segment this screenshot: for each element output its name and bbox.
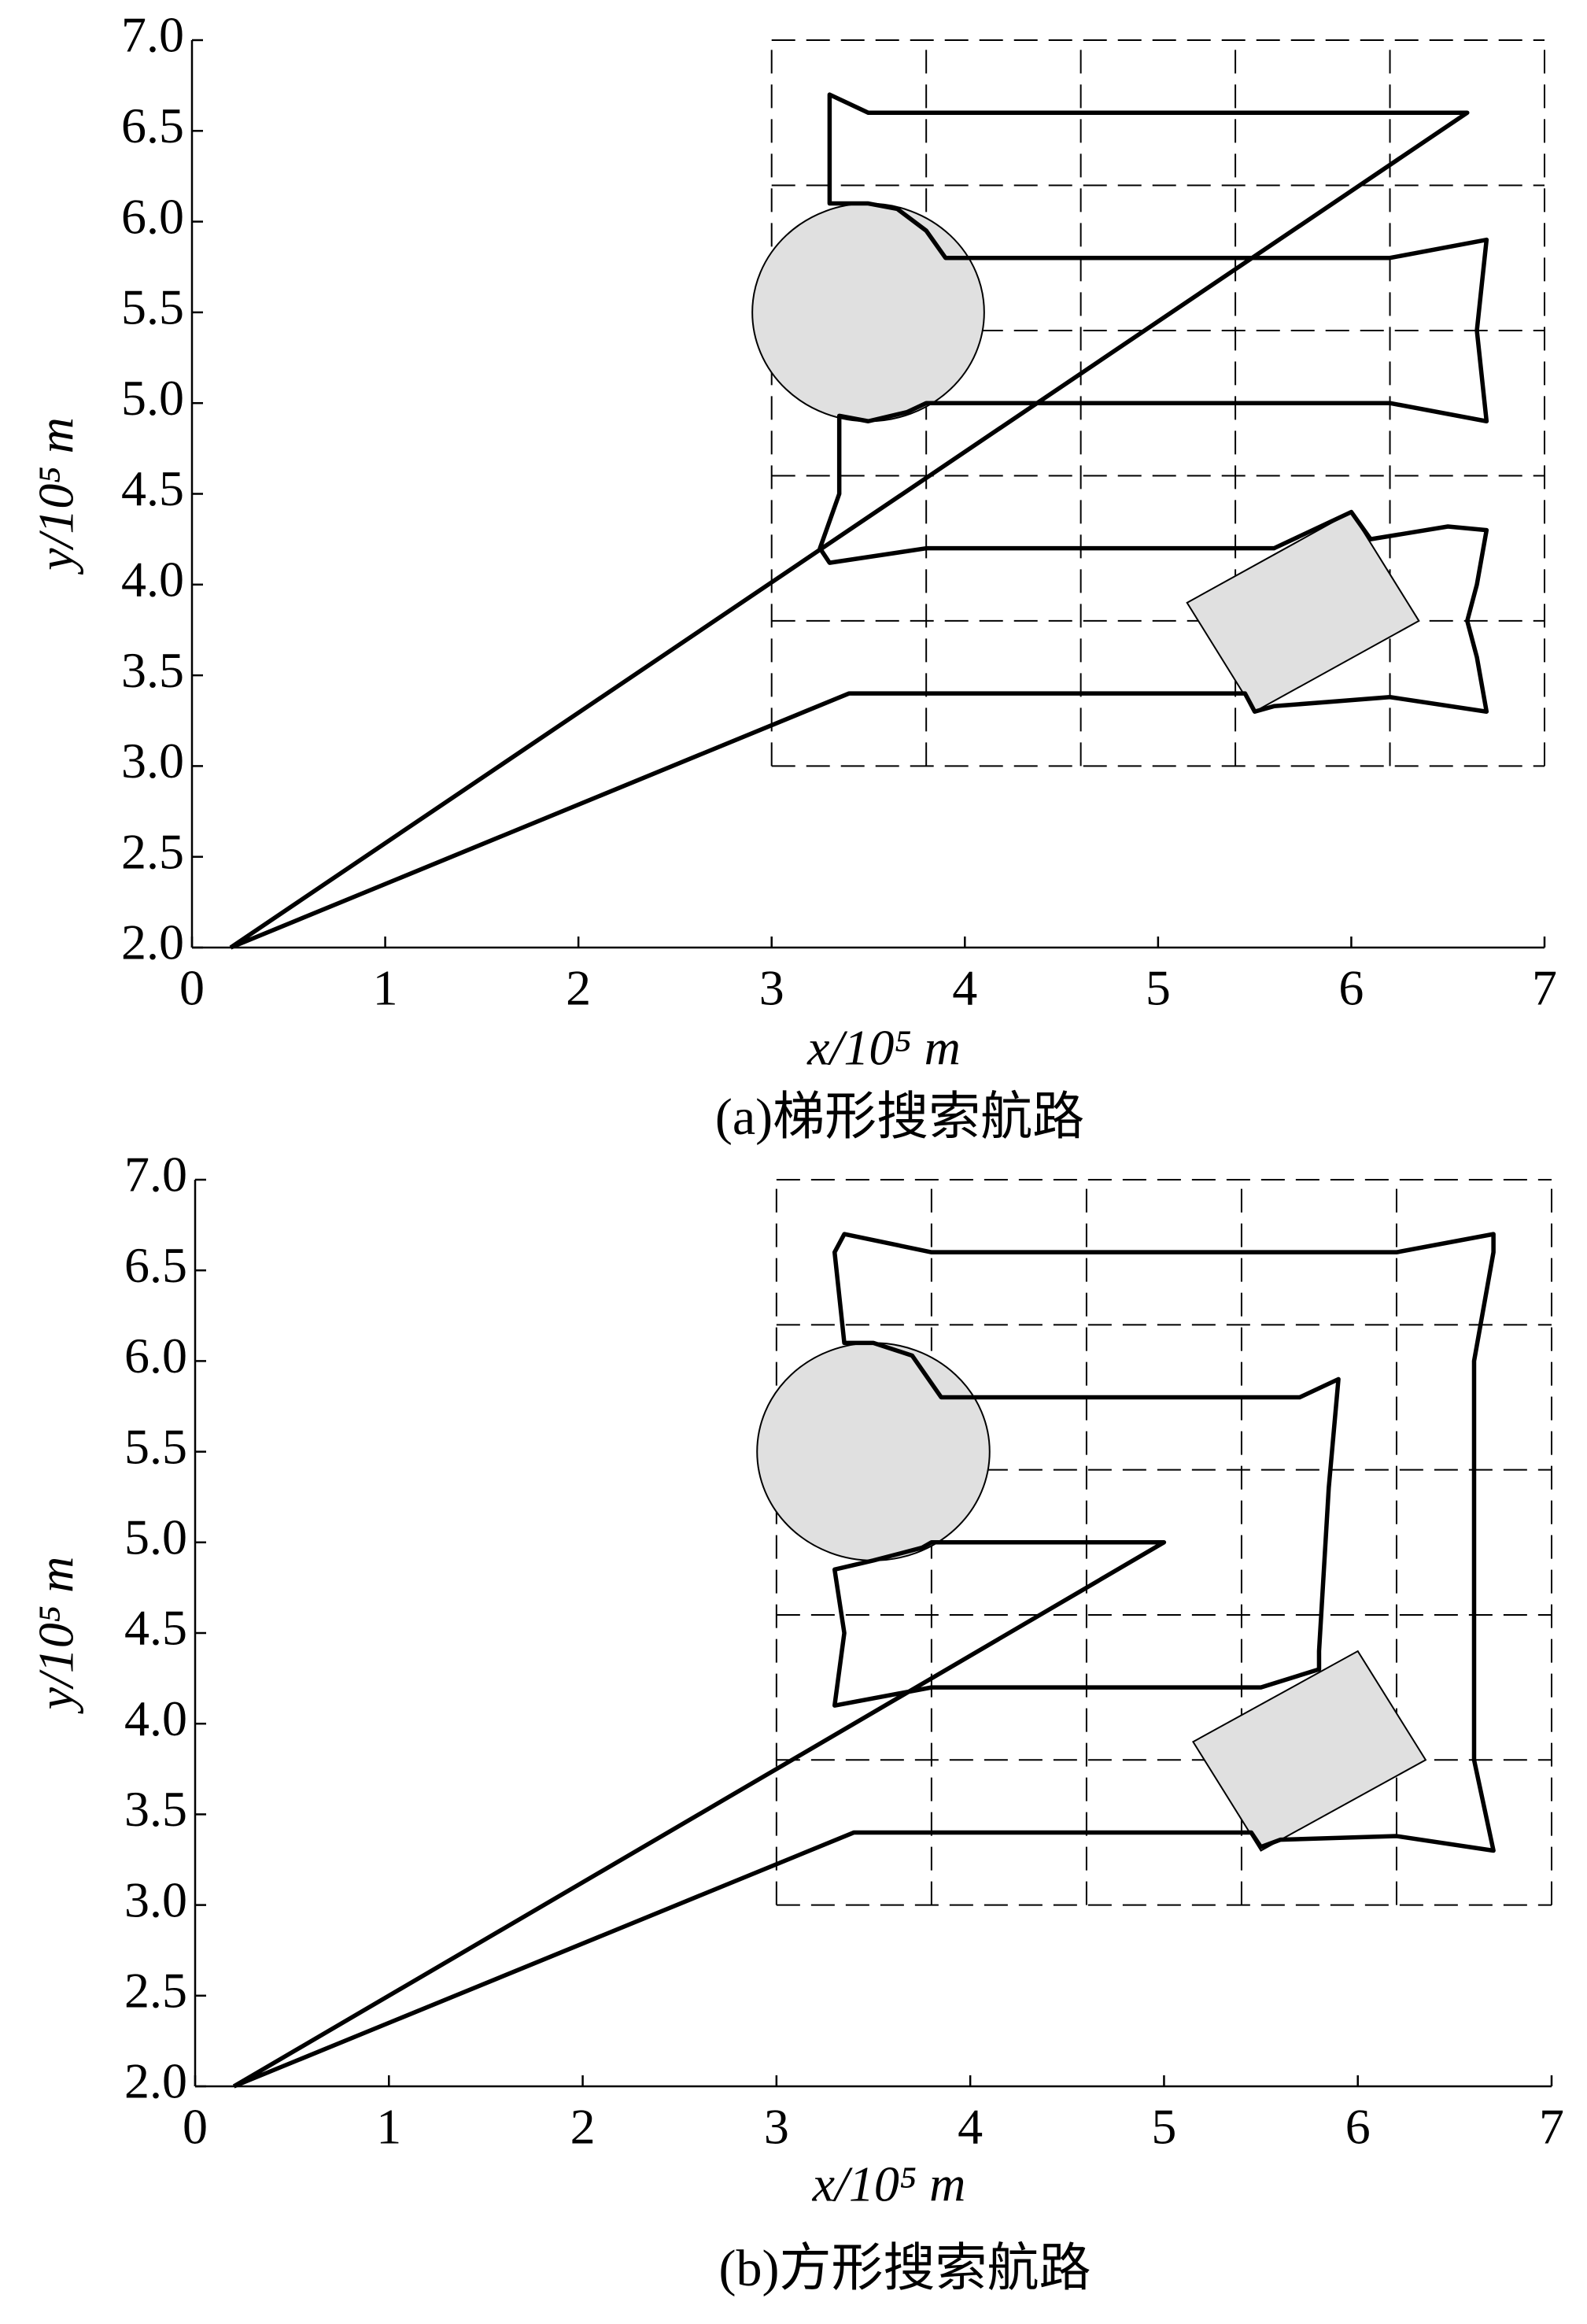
rect-obstacle (1186, 511, 1420, 713)
y-tick-label: 6.0 (124, 1328, 187, 1384)
x-axis-label: x/10⁵ m (812, 2156, 966, 2212)
x-tick-label: 2 (570, 2099, 596, 2155)
route (232, 1232, 1496, 2089)
y-tick-label: 3.5 (121, 642, 184, 698)
y-tick-label: 3.5 (124, 1781, 187, 1837)
x-tick-label: 0 (179, 960, 205, 1016)
y-tick-label: 5.5 (121, 279, 184, 335)
y-axis-label: y/10⁵ m (28, 417, 84, 575)
y-tick-label: 7.0 (121, 7, 184, 63)
x-tick-label: 7 (1539, 2099, 1564, 2155)
rect-obstacle (1191, 1650, 1427, 1852)
x-tick-label: 6 (1345, 2099, 1371, 2155)
x-tick-label: 1 (373, 960, 398, 1016)
x-tick-label: 3 (759, 960, 784, 1016)
y-tick-label: 2.5 (121, 823, 184, 879)
x-tick-label: 1 (376, 2099, 401, 2155)
y-tick-label: 4.0 (121, 551, 184, 607)
caption: (b)方形搜索航路 (719, 2240, 1091, 2297)
y-tick-label: 6.5 (121, 98, 184, 153)
x-tick-label: 7 (1532, 960, 1557, 1016)
y-tick-label: 4.5 (121, 460, 184, 516)
y-tick-label: 3.0 (121, 733, 184, 789)
y-tick-label: 6.5 (124, 1237, 187, 1293)
y-tick-label: 2.0 (124, 2053, 187, 2109)
y-tick-label: 2.0 (121, 914, 184, 970)
x-tick-label: 5 (1151, 2099, 1176, 2155)
x-tick-label: 5 (1146, 960, 1171, 1016)
y-tick-label: 4.0 (124, 1690, 187, 1746)
y-tick-label: 6.0 (121, 188, 184, 244)
route (229, 92, 1489, 950)
circle-obstacle (751, 202, 985, 423)
y-tick-label: 5.5 (124, 1418, 187, 1474)
x-tick-label: 4 (952, 960, 977, 1016)
x-tick-label: 6 (1338, 960, 1364, 1016)
x-tick-label: 3 (764, 2099, 789, 2155)
y-axis-label: y/10⁵ m (28, 1557, 84, 1715)
x-axis-label: x/10⁵ m (806, 1020, 961, 1076)
x-tick-label: 0 (183, 2099, 208, 2155)
y-tick-label: 5.0 (121, 370, 184, 426)
y-tick-label: 5.0 (124, 1509, 187, 1565)
circle-obstacle (756, 1342, 991, 1561)
x-tick-label: 4 (958, 2099, 983, 2155)
x-tick-label: 2 (566, 960, 591, 1016)
y-tick-label: 2.5 (124, 1962, 187, 2018)
y-tick-label: 3.0 (124, 1871, 187, 1927)
y-tick-label: 4.5 (124, 1600, 187, 1656)
y-tick-label: 7.0 (124, 1147, 187, 1203)
caption: (a)梯形搜索航路 (715, 1088, 1084, 1146)
